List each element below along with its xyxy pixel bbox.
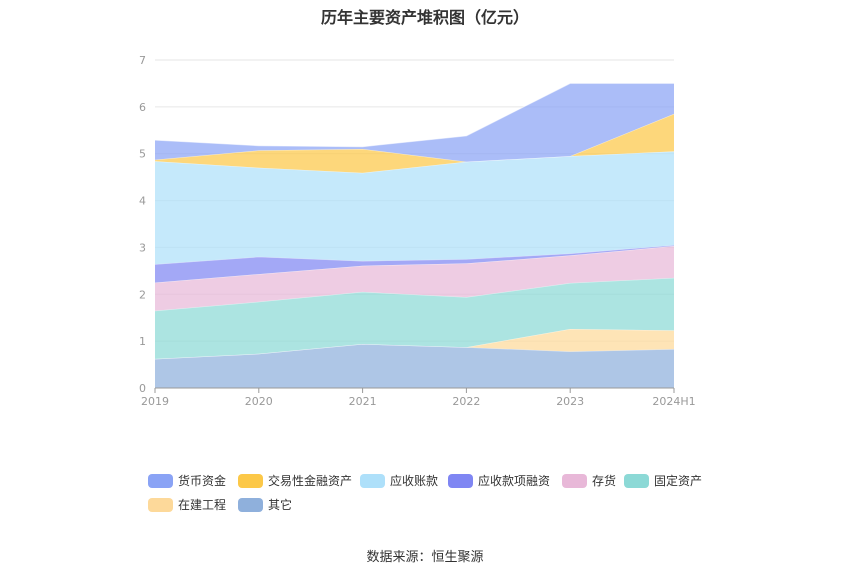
legend-label: 应收款项融资 [478, 474, 551, 488]
y-tick-label: 4 [139, 195, 146, 208]
x-tick-label: 2023 [556, 395, 584, 408]
area-series-6[interactable] [155, 113, 674, 173]
legend-item[interactable]: 存货 [562, 472, 616, 490]
area-series-2[interactable] [155, 277, 674, 359]
legend-label: 应收账款 [390, 474, 439, 488]
stacked-areas [154, 82, 675, 388]
legend-item[interactable]: 在建工程 [148, 496, 226, 514]
legend-swatch [360, 473, 385, 488]
legend-swatch [448, 473, 473, 488]
chart-title: 历年主要资产堆积图（亿元） [320, 8, 529, 27]
legend-label: 货币资金 [178, 474, 227, 488]
legend-item[interactable]: 货币资金 [148, 472, 226, 490]
y-tick-label: 3 [139, 241, 146, 254]
legend-swatch [238, 497, 263, 512]
area-series-0[interactable] [155, 344, 674, 388]
y-tick-label: 6 [139, 101, 146, 114]
area-series-1[interactable] [155, 329, 674, 359]
area-series-3[interactable] [155, 246, 674, 311]
legend-item[interactable]: 应收款项融资 [448, 472, 550, 490]
legend-swatch [148, 473, 173, 488]
axes: 0 1 2 3 4 5 6 7 2019 2020 2021 2022 2023 2024H1 [139, 54, 696, 408]
x-tick-label: 2021 [349, 395, 377, 408]
y-tick-label: 7 [139, 54, 146, 67]
legend-label: 交易性金融资产 [268, 474, 353, 488]
legend-label: 其它 [268, 498, 293, 512]
area-series-4[interactable] [155, 245, 674, 283]
x-tick-label: 2020 [245, 395, 273, 408]
x-tick-label: 2022 [452, 395, 480, 408]
area-series-edge-7 [154, 82, 674, 148]
x-tick-label: 2024H1 [652, 395, 695, 408]
y-tick-label: 5 [139, 148, 146, 161]
x-tick-label: 2019 [141, 395, 169, 408]
y-tick-label: 1 [139, 335, 146, 348]
legend-swatch [148, 497, 173, 512]
legend-label: 在建工程 [178, 498, 227, 512]
legend-swatch [624, 473, 649, 488]
legend-item[interactable]: 应收账款 [360, 472, 438, 490]
legend-swatch [238, 473, 263, 488]
legend-item[interactable]: 固定资产 [624, 472, 702, 490]
area-series-5[interactable] [155, 151, 674, 265]
legend-label: 存货 [592, 474, 617, 488]
legend-item[interactable]: 交易性金融资产 [238, 472, 352, 490]
area-series-7[interactable] [155, 83, 674, 162]
legend-label: 固定资产 [654, 474, 703, 488]
y-tick-label: 2 [139, 288, 146, 301]
data-source: 数据来源：恒生聚源 [366, 550, 484, 565]
legend-item[interactable]: 其它 [238, 496, 292, 514]
legend-swatch [562, 473, 587, 488]
y-tick-label: 0 [139, 382, 146, 395]
